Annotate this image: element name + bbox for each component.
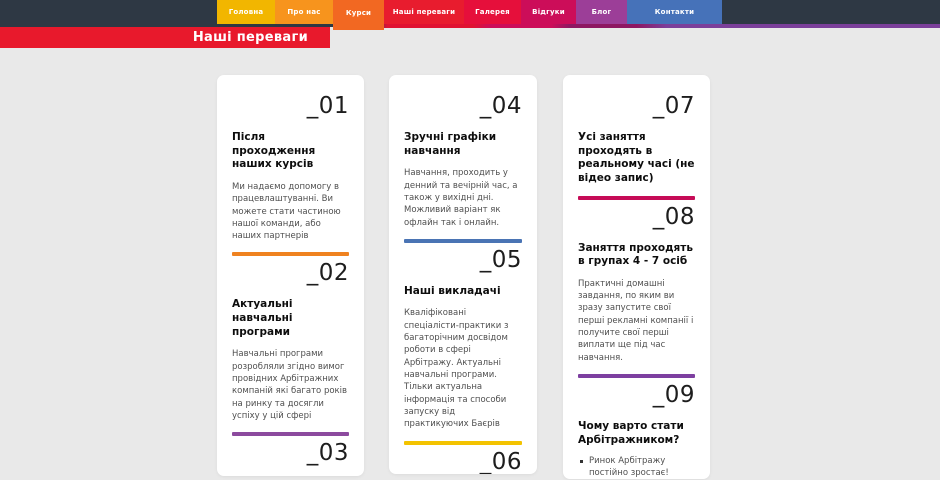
section-number: _05 [479,246,522,273]
nav-tab-5[interactable]: Галерея [464,0,521,24]
page-title: Наші переваги [192,30,308,45]
nav-tab-2[interactable]: Про нас [275,0,333,24]
nav-tab-6[interactable]: Відгуки [521,0,576,24]
nav-tab-7[interactable]: Блог [576,0,627,24]
section-number: _03 [306,440,349,467]
section-paragraph: Ми надаємо допомогу в працевлаштуванні. … [232,181,341,242]
advantages-card-2: _04 Зручні графіки навчання Навчання, прох… [389,75,537,474]
section-divider [404,238,522,243]
section-heading: Усі заняття проходять в реальному часі (… [578,131,695,184]
section-paragraph: Навчальні програми розробляли згідно вим… [232,349,348,421]
section-number: _01 [306,93,349,119]
section-divider [578,195,695,200]
section-paragraph: Практичні домашні завдання, по яким ви з… [578,278,694,363]
section-divider [404,440,522,445]
advantages-card-3: _07 Усі заняття проходять в реальному час… [563,75,710,479]
nav-tab-3[interactable]: Курси [333,0,384,30]
section-heading: Після проходження наших курсів [232,131,316,171]
section-heading: Зручні графіки навчання [404,131,497,157]
section-heading: Актуальні навчальні програми [232,298,293,338]
section-divider [578,374,695,379]
section-number: _02 [306,260,349,287]
section-number: _06 [479,448,522,474]
section-heading: Чому варто стати Арбітражником? [578,420,684,446]
section-heading: Заняття проходять в групах 4 - 7 осіб [578,241,694,268]
page-title-banner: Наші переваги [0,27,330,48]
nav-tab-8[interactable]: Контакти [627,0,722,24]
advantages-card-1: _01 Після проходження наших курсів Ми нада… [217,75,364,476]
section-paragraph: Навчання, проходить у денний та вечірній… [404,168,518,228]
section-divider [232,432,349,437]
section-divider [232,252,349,257]
section-number: _07 [652,93,695,119]
main-nav: Головна Про нас Курси Наші переваги Галерея В… [217,0,722,30]
nav-tab-4[interactable]: Наші переваги [384,0,464,24]
section-paragraph: Кваліфіковані спеціалісти-практики з баг… [404,308,509,430]
section-number: _08 [652,203,695,230]
section-number: _04 [479,93,522,119]
nav-tab-1[interactable]: Головна [217,0,275,24]
section-number: _09 [652,382,695,409]
section-heading: Наші викладачі [404,284,501,297]
bullet-item: Ринок Арбітражу постійно зростає! [578,456,695,479]
nav-accent-strip [333,24,940,28]
section-bullet-list: Ринок Арбітражу постійно зростає!Високі … [578,456,695,479]
